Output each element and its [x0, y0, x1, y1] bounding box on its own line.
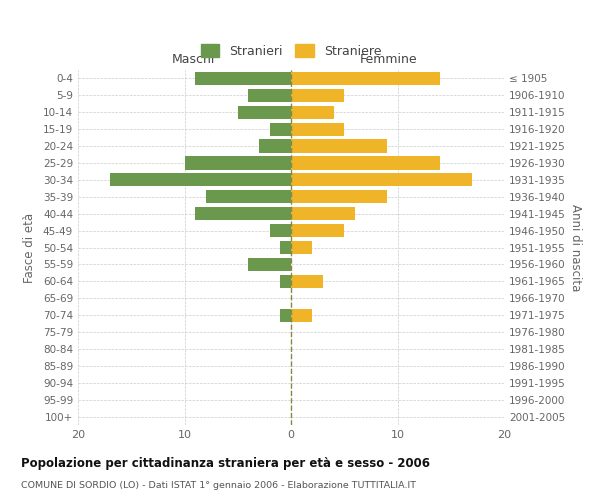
- Bar: [280, 241, 291, 254]
- Bar: [291, 72, 440, 85]
- Text: COMUNE DI SORDIO (LO) - Dati ISTAT 1° gennaio 2006 - Elaborazione TUTTITALIA.IT: COMUNE DI SORDIO (LO) - Dati ISTAT 1° ge…: [21, 481, 416, 490]
- Bar: [238, 106, 291, 119]
- Bar: [248, 258, 291, 271]
- Bar: [291, 106, 334, 119]
- Bar: [270, 224, 291, 237]
- Bar: [259, 140, 291, 152]
- Y-axis label: Fasce di età: Fasce di età: [23, 212, 36, 282]
- Bar: [206, 190, 291, 203]
- Bar: [291, 308, 313, 322]
- Text: Maschi: Maschi: [172, 54, 215, 66]
- Bar: [291, 274, 323, 288]
- Bar: [280, 274, 291, 288]
- Bar: [291, 224, 344, 237]
- Legend: Stranieri, Straniere: Stranieri, Straniere: [197, 40, 385, 62]
- Bar: [195, 207, 291, 220]
- Bar: [291, 174, 472, 186]
- Bar: [291, 122, 344, 136]
- Bar: [291, 156, 440, 170]
- Bar: [185, 156, 291, 170]
- Bar: [291, 241, 313, 254]
- Bar: [195, 72, 291, 85]
- Bar: [291, 190, 387, 203]
- Text: Femmine: Femmine: [360, 54, 418, 66]
- Bar: [248, 89, 291, 102]
- Y-axis label: Anni di nascita: Anni di nascita: [569, 204, 582, 291]
- Bar: [110, 174, 291, 186]
- Bar: [291, 140, 387, 152]
- Bar: [270, 122, 291, 136]
- Bar: [280, 308, 291, 322]
- Text: Popolazione per cittadinanza straniera per età e sesso - 2006: Popolazione per cittadinanza straniera p…: [21, 458, 430, 470]
- Bar: [291, 207, 355, 220]
- Bar: [291, 89, 344, 102]
